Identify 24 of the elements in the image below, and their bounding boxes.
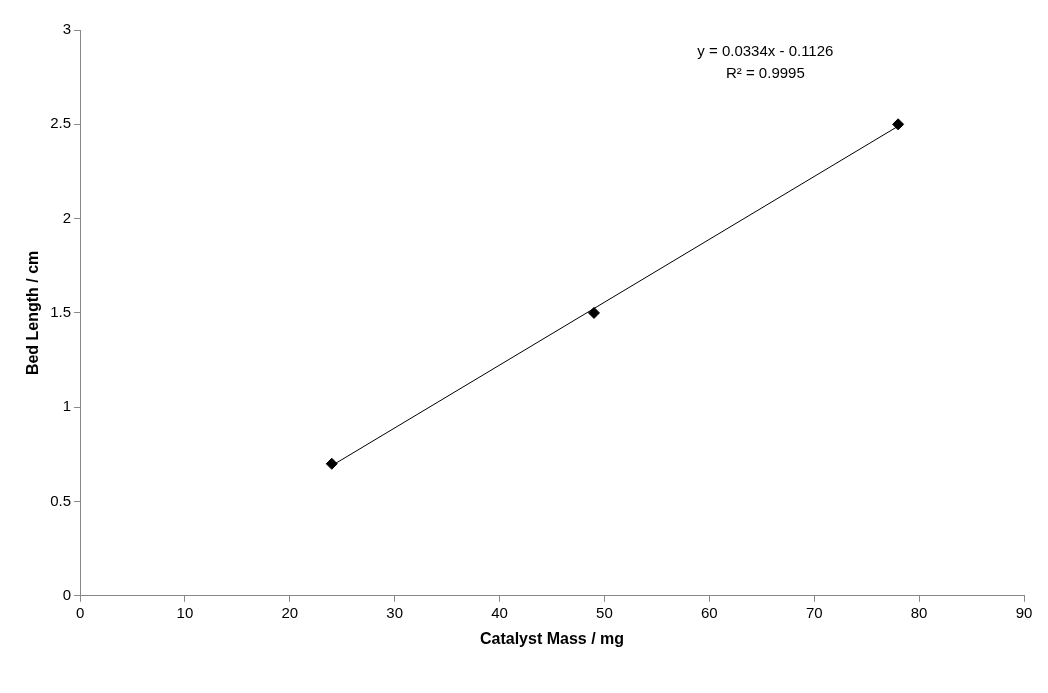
x-tick-label: 10 [176,603,194,621]
y-tick-label: 1.5 [50,303,72,321]
x-tick-label: 80 [910,603,928,621]
y-tick-label: 0 [62,585,72,603]
x-tick-label: 30 [386,603,404,621]
x-tick-label: 70 [805,603,823,621]
point [892,118,905,131]
y-tick-label: 0.5 [50,491,72,509]
y-tick-label: 1 [62,397,72,415]
x-axis-title: Catalyst Mass / mg [479,629,625,647]
x-tick-label: 50 [596,603,613,621]
y-tick-label: 3 [62,20,72,38]
x-tick-label: 60 [701,603,718,621]
x-tick-label: 20 [281,603,299,621]
point [325,457,338,470]
y-tick-label: 2 [62,208,72,226]
x-tick-label: 0 [75,603,85,621]
y-tick-label: 2.5 [50,114,72,132]
x-tick-label: 90 [1015,603,1033,621]
annotation: y = 0.0334x - 0.1126 [697,42,834,60]
x-tick-label: 40 [491,603,508,621]
point [587,306,600,319]
annotation: R² = 0.9995 [725,64,805,82]
y-axis-title: Bed Length / cm [24,250,42,376]
